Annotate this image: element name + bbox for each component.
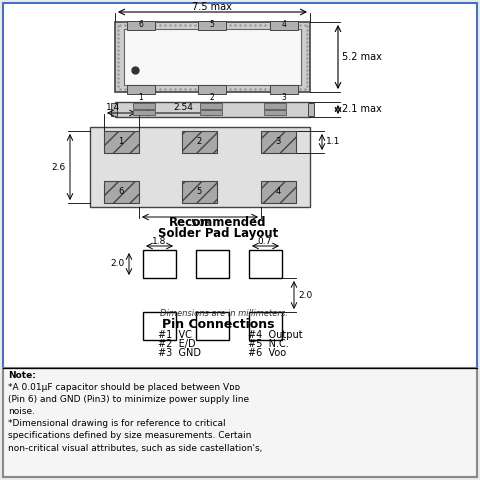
Text: specifications defined by size measurements. Certain: specifications defined by size measureme…: [8, 432, 252, 441]
Text: #1  VC: #1 VC: [158, 330, 192, 340]
Text: 1.8: 1.8: [152, 237, 166, 245]
Bar: [196, 312, 229, 340]
Bar: [111, 103, 117, 116]
Bar: [200, 103, 222, 109]
Bar: [127, 21, 155, 30]
Bar: [90, 127, 310, 207]
Bar: [143, 312, 176, 340]
Text: #3  GND: #3 GND: [158, 348, 201, 358]
Text: 2: 2: [210, 93, 215, 101]
Text: *A 0.01μF capacitor should be placed between Vᴅᴅ: *A 0.01μF capacitor should be placed bet…: [8, 384, 240, 393]
Text: 3: 3: [282, 93, 287, 101]
Text: 5: 5: [196, 188, 202, 196]
Bar: [104, 131, 139, 153]
Text: 5.2 max: 5.2 max: [342, 52, 382, 62]
Text: 3: 3: [276, 137, 281, 146]
Text: 0.7: 0.7: [258, 237, 272, 245]
Bar: [198, 85, 226, 94]
Text: #2  E/D: #2 E/D: [158, 339, 196, 349]
Bar: [143, 250, 176, 278]
Bar: [115, 102, 310, 117]
Bar: [115, 22, 310, 92]
Text: Solder Pad Layout: Solder Pad Layout: [158, 227, 278, 240]
Bar: [182, 181, 217, 203]
Text: 2.0: 2.0: [298, 290, 312, 300]
Text: 2.0: 2.0: [111, 260, 125, 268]
Text: Recommended: Recommended: [169, 216, 267, 229]
Text: 5.08: 5.08: [190, 218, 210, 228]
Bar: [261, 131, 296, 153]
Bar: [182, 131, 217, 153]
Text: Note:: Note:: [8, 372, 36, 381]
Bar: [133, 110, 155, 115]
Text: 4: 4: [282, 20, 287, 29]
Text: 2: 2: [196, 137, 202, 146]
Text: 1: 1: [139, 93, 144, 101]
Text: 2.54: 2.54: [173, 104, 193, 112]
Bar: [270, 85, 298, 94]
Bar: [104, 181, 139, 203]
Text: noise.: noise.: [8, 408, 35, 417]
Bar: [270, 21, 298, 30]
Text: 1.1: 1.1: [326, 137, 340, 146]
Bar: [249, 250, 282, 278]
Bar: [264, 110, 286, 115]
Text: 5: 5: [210, 20, 215, 29]
Bar: [127, 85, 155, 94]
Bar: [249, 312, 282, 340]
Text: Pin Connections: Pin Connections: [162, 317, 274, 331]
Text: 6: 6: [118, 188, 124, 196]
Text: 4: 4: [276, 188, 281, 196]
Text: #5  N.C.: #5 N.C.: [248, 339, 289, 349]
Text: 2.6: 2.6: [52, 163, 66, 171]
Text: (Pin 6) and GND (Pin3) to minimize power supply line: (Pin 6) and GND (Pin3) to minimize power…: [8, 396, 249, 405]
Text: #6  Voo: #6 Voo: [248, 348, 286, 358]
Text: Dimensions are in millimeters.: Dimensions are in millimeters.: [160, 310, 288, 319]
Text: #4  Output: #4 Output: [248, 330, 302, 340]
Text: 1: 1: [119, 137, 124, 146]
Text: 1.4: 1.4: [106, 104, 120, 112]
Text: *Dimensional drawing is for reference to critical: *Dimensional drawing is for reference to…: [8, 420, 226, 429]
Bar: [264, 103, 286, 109]
Text: non-critical visual attributes, such as side castellation's,: non-critical visual attributes, such as …: [8, 444, 263, 453]
Text: 7.5 max: 7.5 max: [192, 2, 232, 12]
Bar: [124, 29, 301, 85]
Bar: [3, 3, 477, 368]
Bar: [133, 103, 155, 109]
Bar: [198, 21, 226, 30]
Bar: [308, 103, 314, 116]
Bar: [3, 368, 477, 477]
Bar: [261, 181, 296, 203]
Text: 2.1 max: 2.1 max: [342, 104, 382, 114]
Text: 6: 6: [139, 20, 144, 29]
Bar: [200, 110, 222, 115]
Bar: [196, 250, 229, 278]
